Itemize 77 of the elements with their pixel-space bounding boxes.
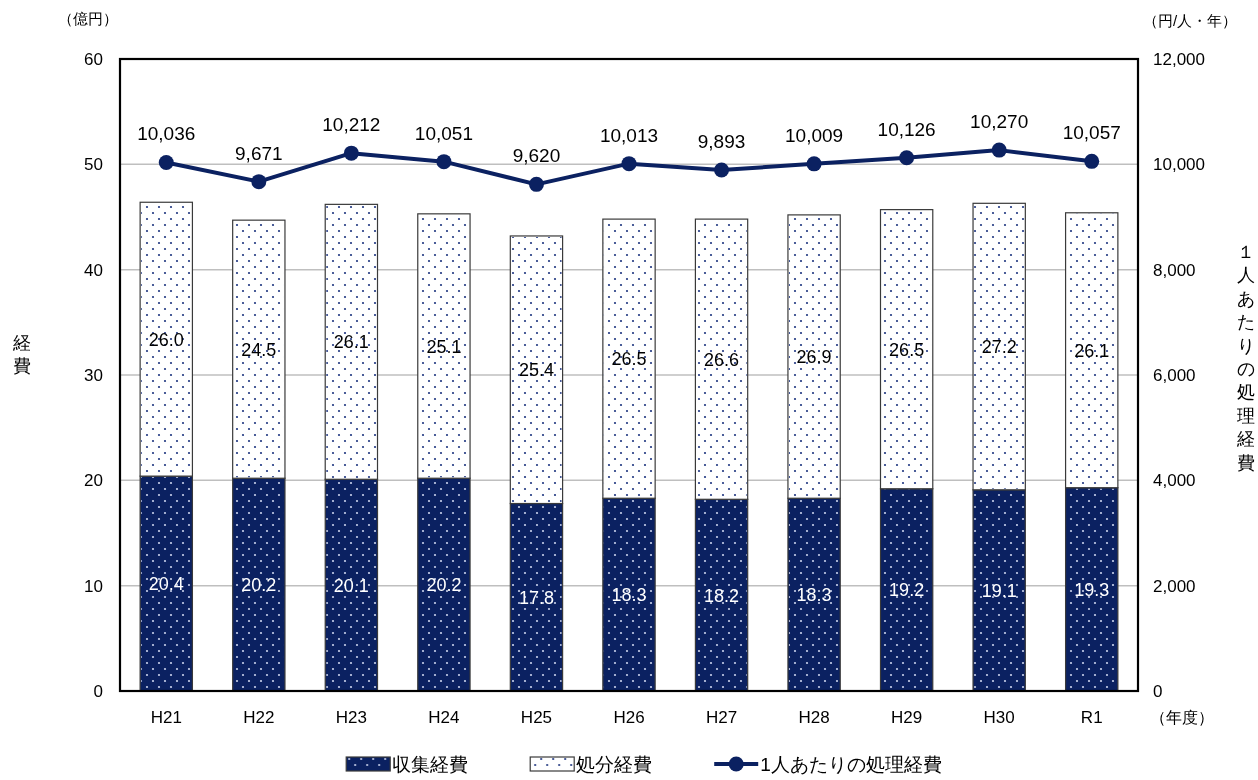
y-tick-label: 30 — [84, 366, 103, 385]
data-label: 18.3 — [611, 585, 647, 606]
x-tick-label: H28 — [798, 708, 830, 727]
y2-tick-label: 6,000 — [1153, 366, 1196, 385]
y-tick-label: 60 — [84, 50, 103, 69]
data-label: 19.3 — [1074, 579, 1110, 600]
data-label: 26.9 — [796, 347, 832, 368]
data-label: 26.1 — [1074, 340, 1110, 361]
x-tick-label: H23 — [335, 708, 367, 727]
data-label: 10,212 — [322, 114, 381, 136]
legend-label: 収集経費 — [392, 754, 469, 775]
x-tick-label: H27 — [705, 708, 738, 727]
data-label: 10,270 — [970, 111, 1029, 133]
data-label: 20.4 — [148, 574, 184, 595]
point — [251, 174, 267, 190]
y-tick-label: 0 — [93, 682, 103, 701]
data-label: 9,620 — [512, 145, 561, 167]
data-label: 27.2 — [981, 337, 1017, 358]
text: （億円） — [58, 10, 118, 27]
x-axis-title: （年度） — [1150, 709, 1214, 726]
data-label: 9,893 — [697, 130, 746, 152]
data-label: 10,036 — [137, 123, 196, 145]
data-label: 10,057 — [1062, 122, 1121, 144]
data-label: 24.5 — [241, 339, 277, 360]
data-label: 26.1 — [333, 332, 369, 353]
point — [899, 150, 915, 166]
data-label: 9,671 — [235, 142, 283, 164]
x-tick-label: H29 — [891, 708, 923, 727]
x-tick-label: H22 — [243, 708, 275, 727]
y-tick-label: 10 — [84, 576, 103, 596]
point — [436, 154, 452, 170]
data-label: 10,051 — [414, 122, 473, 144]
x-tick-label: R1 — [1080, 708, 1103, 727]
data-label: 26.5 — [889, 339, 925, 360]
text: （円/人・年） — [1142, 12, 1238, 29]
data-label: 26.6 — [704, 349, 740, 370]
point — [1084, 153, 1100, 169]
y2-tick-label: 8,000 — [1153, 260, 1196, 280]
x-tick-label: H24 — [428, 708, 460, 727]
point — [806, 156, 822, 172]
data-label: 18.3 — [796, 585, 832, 606]
point — [528, 176, 544, 192]
data-label: 10,009 — [785, 124, 844, 146]
point — [714, 162, 730, 178]
y-axis-title: 経費 — [12, 332, 31, 376]
point — [991, 142, 1007, 158]
x-tick-label: H25 — [520, 708, 553, 727]
x-tick-label: H26 — [613, 708, 645, 727]
data-label: 20.2 — [241, 575, 277, 596]
text: １人あたりの処理経費 — [1237, 242, 1255, 473]
y2-tick-label: 4,000 — [1153, 471, 1196, 491]
y-tick-label: 20 — [84, 471, 103, 491]
x-tick-label: H21 — [150, 708, 182, 727]
data-label: 10,013 — [599, 124, 659, 146]
legend-label: 処分経費 — [576, 754, 653, 775]
y2-tick-label: 0 — [1153, 682, 1163, 701]
point — [621, 156, 637, 172]
x-tick-label: H30 — [983, 708, 1015, 727]
y-tick-label: 50 — [84, 155, 103, 175]
y2-tick-label: 10,000 — [1153, 155, 1205, 175]
y2-tick-label: 12,000 — [1153, 50, 1205, 69]
legend-label: 1人あたりの処理経費 — [760, 754, 942, 775]
data-label: 26.0 — [148, 329, 184, 350]
point — [343, 145, 359, 161]
data-label: 17.8 — [518, 587, 554, 608]
data-label: 18.2 — [704, 585, 740, 606]
data-label: 10,126 — [877, 118, 936, 140]
data-label: 20.1 — [333, 575, 369, 596]
y-tick-label: 40 — [84, 260, 103, 280]
data-label: 19.1 — [981, 580, 1017, 601]
data-label: 20.2 — [426, 575, 462, 596]
y2-tick-label: 2,000 — [1153, 576, 1196, 596]
data-label: 26.5 — [611, 349, 647, 370]
data-label: 25.1 — [426, 336, 462, 357]
data-label: 25.4 — [518, 360, 554, 381]
point — [158, 154, 174, 170]
data-label: 19.2 — [889, 580, 925, 601]
